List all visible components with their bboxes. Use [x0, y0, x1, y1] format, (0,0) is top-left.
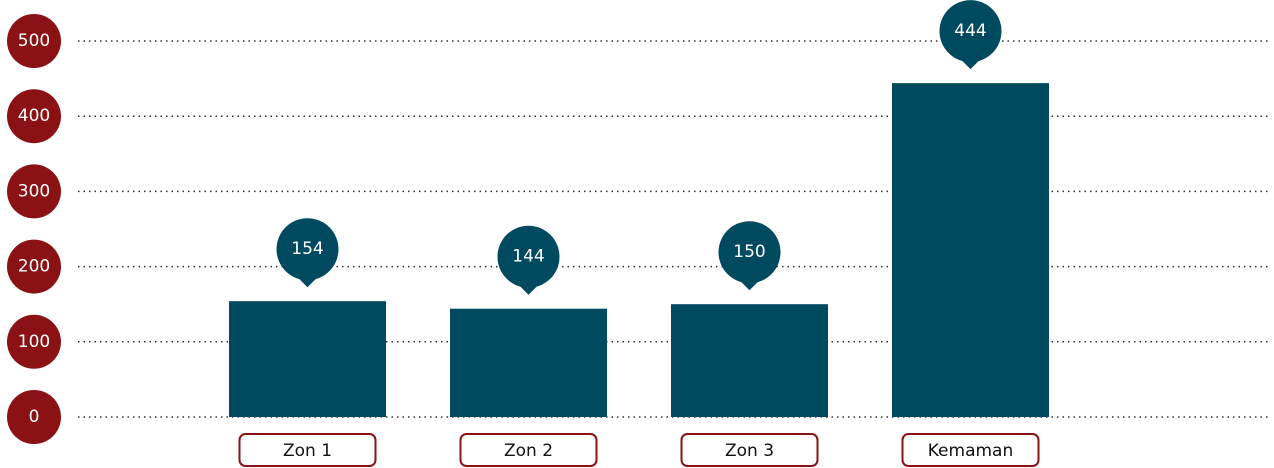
value-label: 444 — [954, 21, 986, 41]
value-pin — [718, 221, 781, 284]
y-tick-badge — [7, 164, 61, 219]
y-tick-label: 0 — [29, 407, 40, 427]
x-tick-label: Zon 1 — [283, 441, 332, 461]
y-tick-label: 200 — [18, 257, 50, 277]
x-tick-box — [901, 433, 1040, 467]
x-tick-label: Zon 3 — [725, 441, 774, 461]
y-tick-badge — [7, 89, 61, 144]
x-tick-label: Zon 2 — [504, 441, 553, 461]
x-tick-box — [459, 433, 598, 467]
y-tick-badge — [7, 390, 61, 444]
value-label: 144 — [512, 247, 544, 267]
value-pin — [939, 0, 1002, 63]
x-tick-label: Kemaman — [928, 441, 1014, 461]
y-tick-label: 400 — [18, 106, 50, 126]
value-label: 154 — [291, 239, 323, 259]
y-tick-label: 100 — [18, 332, 50, 352]
x-tick-box — [238, 433, 377, 467]
y-tick-badge — [7, 14, 61, 68]
y-tick-label: 300 — [18, 181, 50, 201]
y-tick-badge — [7, 239, 61, 294]
y-tick-badge — [7, 314, 61, 369]
bar — [229, 301, 386, 417]
y-tick-label: 500 — [18, 31, 50, 51]
value-label: 150 — [733, 242, 765, 262]
bar — [892, 83, 1049, 417]
value-pin — [276, 218, 339, 281]
bar — [450, 308, 607, 417]
x-tick-box — [680, 433, 819, 467]
value-pin — [497, 225, 560, 288]
bar — [671, 304, 828, 417]
